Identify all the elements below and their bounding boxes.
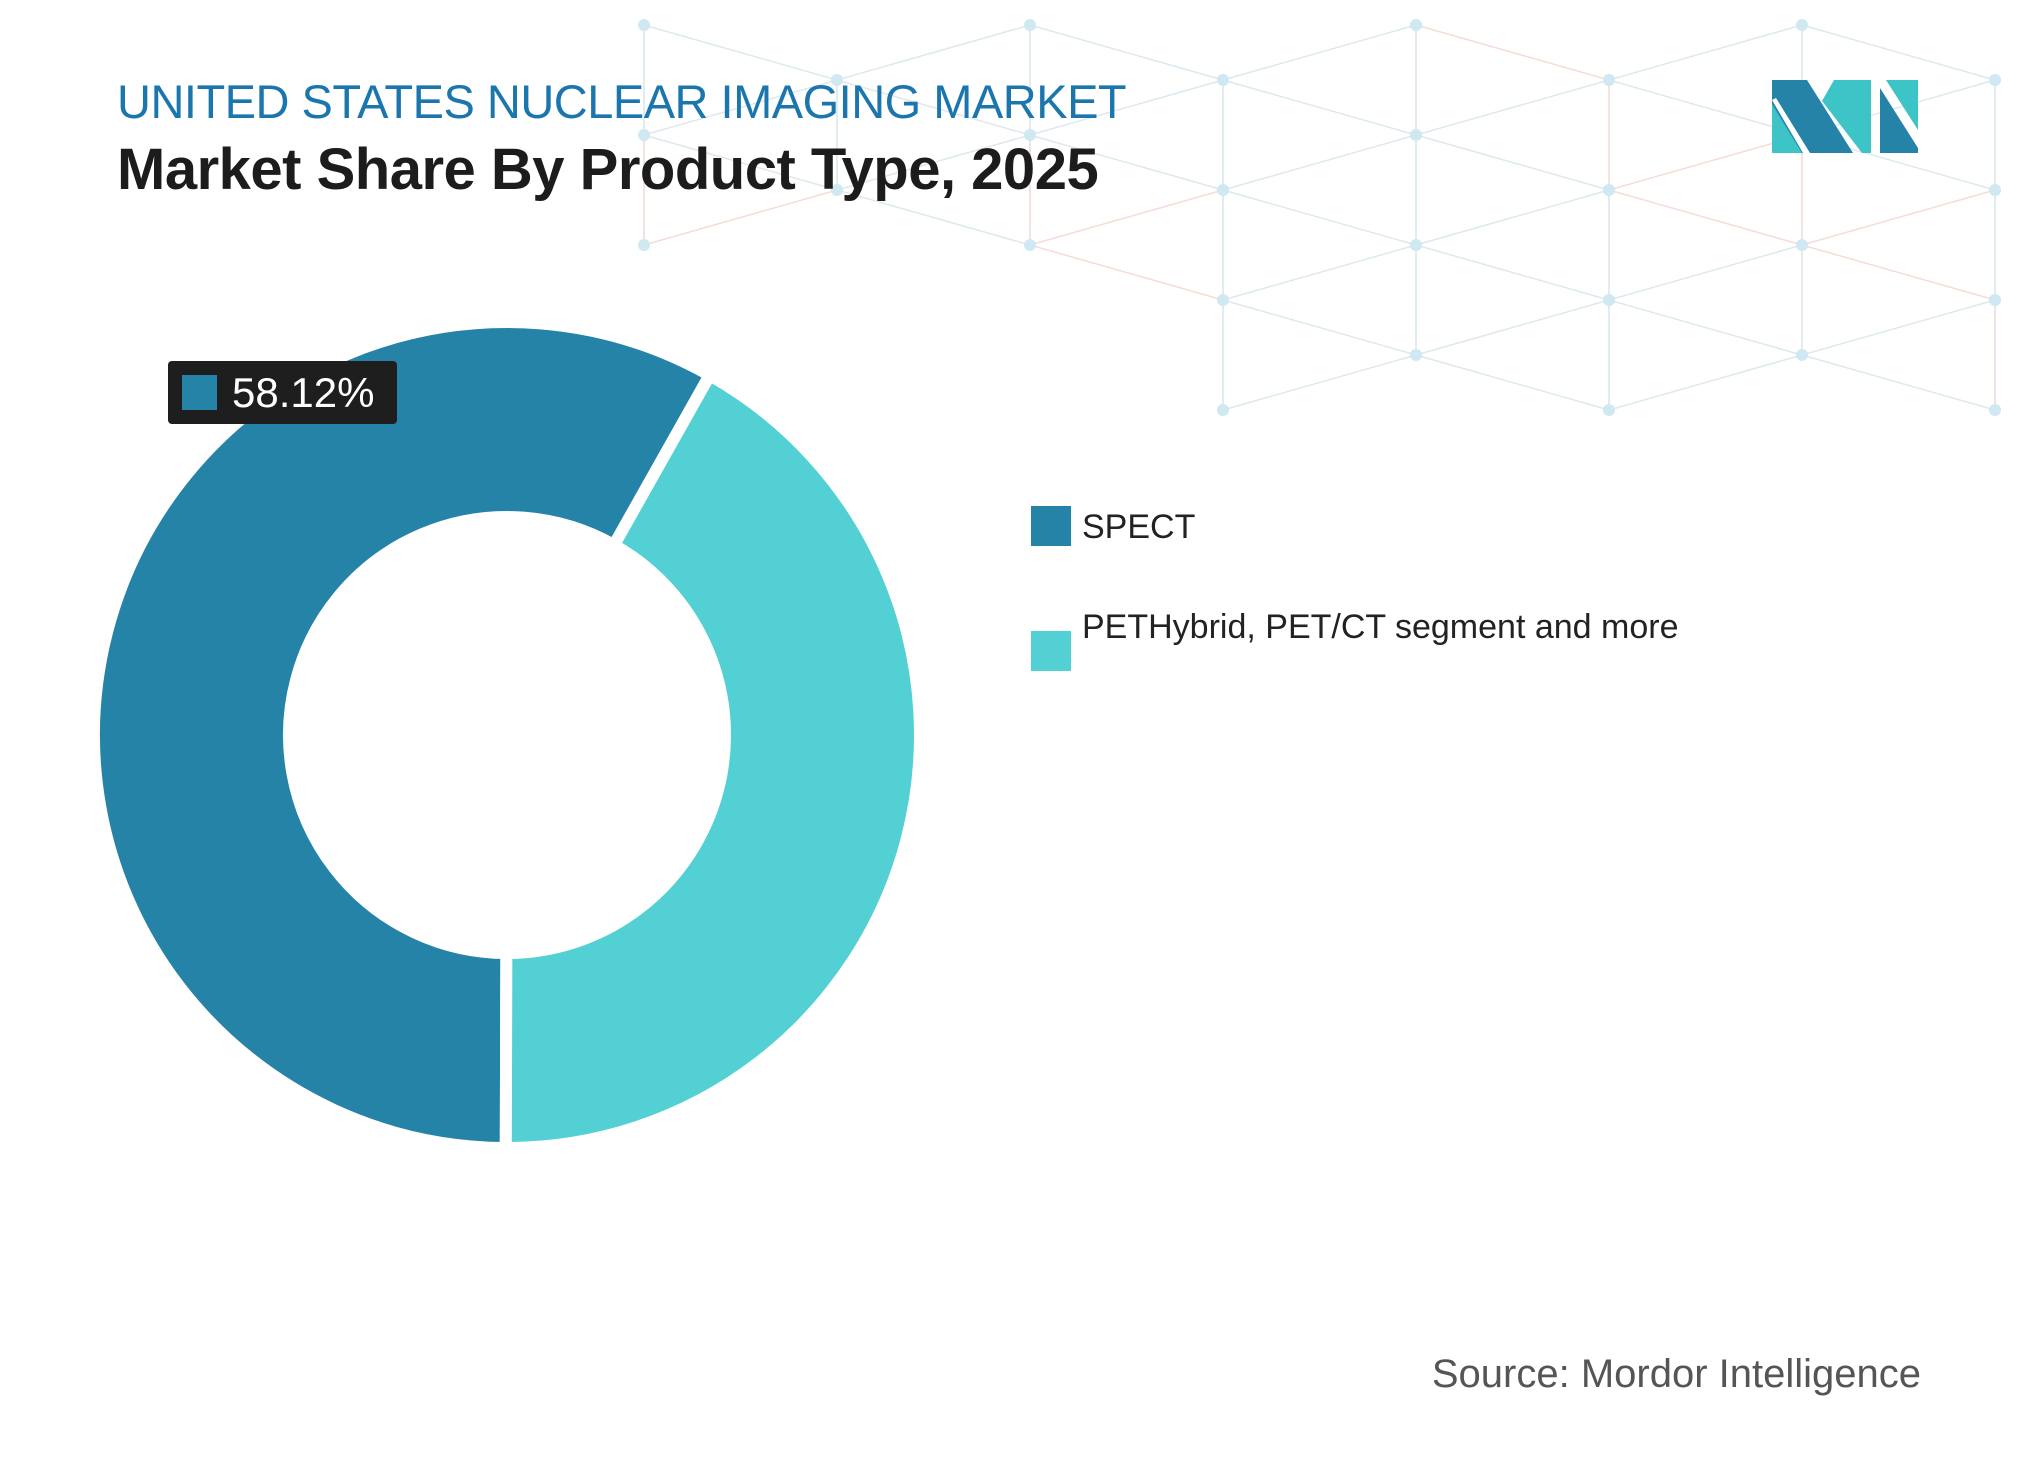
mordor-logo: [1772, 80, 1918, 153]
source-text: Source: Mordor Intelligence: [1431, 1352, 1921, 1396]
label-swatch: [182, 375, 217, 410]
chart-subtitle: UNITED STATES NUCLEAR IMAGING MARKET: [117, 75, 1127, 128]
data-label-spect: 58.12%: [168, 361, 397, 424]
pattern-dot: [1989, 404, 2001, 416]
legend-item-pethybrid: PETHybrid, PET/CT segment and more: [1031, 606, 1682, 671]
pattern-dot: [831, 74, 843, 86]
data-label-text: 58.12%: [232, 368, 375, 416]
donut-slice-pethybrid: [499, 367, 926, 1155]
pattern-dot: [1603, 404, 1615, 416]
pattern-dot: [1603, 184, 1615, 196]
pattern-dot: [1410, 129, 1422, 141]
pattern-dot: [638, 19, 650, 31]
pattern-dot: [1024, 129, 1036, 141]
pattern-dot: [1410, 349, 1422, 361]
legend-item-spect: SPECT: [1031, 506, 1682, 549]
pattern-dot: [1024, 239, 1036, 251]
donut-slice-spect: [88, 316, 718, 1155]
pattern-dot: [831, 184, 843, 196]
chart-title: Market Share By Product Type, 2025: [117, 137, 1099, 202]
pattern-dot: [1217, 294, 1229, 306]
pattern-dot: [1410, 239, 1422, 251]
pattern-dot: [1603, 74, 1615, 86]
pattern-dot: [1989, 74, 2001, 86]
pattern-dot: [1989, 184, 2001, 196]
pattern-dot: [1796, 19, 1808, 31]
pattern-dot: [1410, 19, 1422, 31]
legend-swatch: [1031, 631, 1071, 671]
pattern-dot: [1796, 239, 1808, 251]
pattern-dot: [1603, 294, 1615, 306]
legend-label: PETHybrid, PET/CT segment and more: [1082, 608, 1679, 646]
legend-label: SPECT: [1082, 508, 1196, 546]
pattern-dot: [1217, 404, 1229, 416]
pattern-dot: [1217, 184, 1229, 196]
pattern-dot: [1796, 349, 1808, 361]
pattern-dot: [638, 239, 650, 251]
pattern-dot: [1217, 74, 1229, 86]
pattern-dot: [1024, 19, 1036, 31]
pattern-dot: [1989, 294, 2001, 306]
legend-swatch: [1031, 506, 1071, 546]
pattern-dot: [638, 129, 650, 141]
